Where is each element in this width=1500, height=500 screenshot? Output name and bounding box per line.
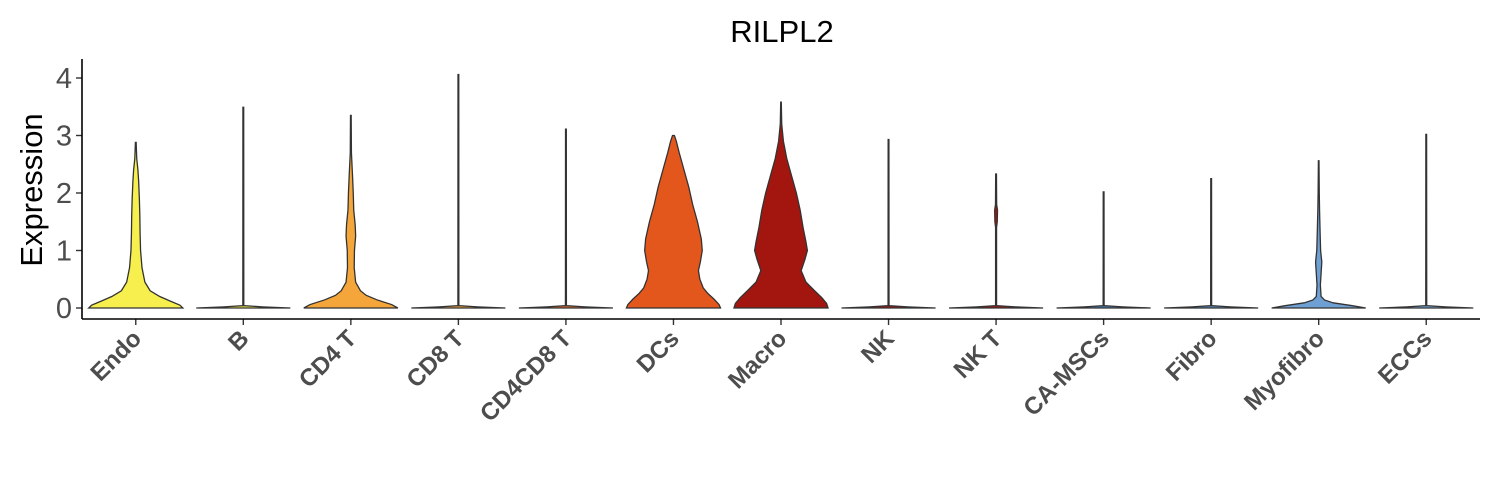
violin-b [196, 106, 291, 309]
x-tick-label: Endo [86, 325, 148, 387]
violin-cd4cd8-t [518, 128, 613, 309]
violin-myofibro [1271, 160, 1366, 309]
violin-endo [87, 141, 185, 309]
violin-cd8-t [411, 73, 506, 309]
violin-ca-mscs [1056, 191, 1151, 309]
x-tick-label: CD4CD8 T [475, 325, 577, 427]
x-tick-label: NK [856, 325, 900, 369]
x-tick-label: DCs [632, 325, 685, 378]
x-tick-label: ECCs [1373, 325, 1437, 389]
violin-group [87, 73, 1474, 309]
x-tick-label: B [223, 325, 254, 356]
violin-cd4-t [303, 114, 399, 309]
y-tick-label: 2 [56, 178, 72, 210]
x-axis-ticks: Endo B CD4 T CD8 T CD4CD8 T DCs Macro NK NK T CA-… [86, 319, 1437, 427]
x-tick-label: CA-MSCs [1018, 325, 1114, 421]
y-axis-label: Expression [14, 113, 49, 266]
violin-macro [733, 101, 829, 309]
x-tick-label: Macro [723, 325, 792, 394]
x-tick-label: CD8 T [402, 325, 470, 393]
y-tick-label: 1 [56, 236, 72, 268]
chart-title: RILPL2 [730, 14, 833, 49]
y-tick-label: 0 [56, 293, 72, 325]
y-axis-ticks: 0 1 2 3 4 [56, 63, 82, 325]
x-tick-label: CD4 T [294, 325, 362, 393]
violin-nk-t [949, 173, 1044, 309]
violin-dcs [625, 134, 722, 309]
y-tick-label: 4 [56, 63, 72, 95]
x-tick-label: Fibro [1161, 325, 1223, 387]
x-tick-label: Myofibro [1239, 325, 1330, 416]
y-tick-label: 3 [56, 121, 72, 153]
x-tick-label: NK T [949, 325, 1008, 384]
violin-fibro [1164, 177, 1259, 309]
violin-nk [841, 138, 936, 309]
violin-eccs [1379, 133, 1474, 309]
